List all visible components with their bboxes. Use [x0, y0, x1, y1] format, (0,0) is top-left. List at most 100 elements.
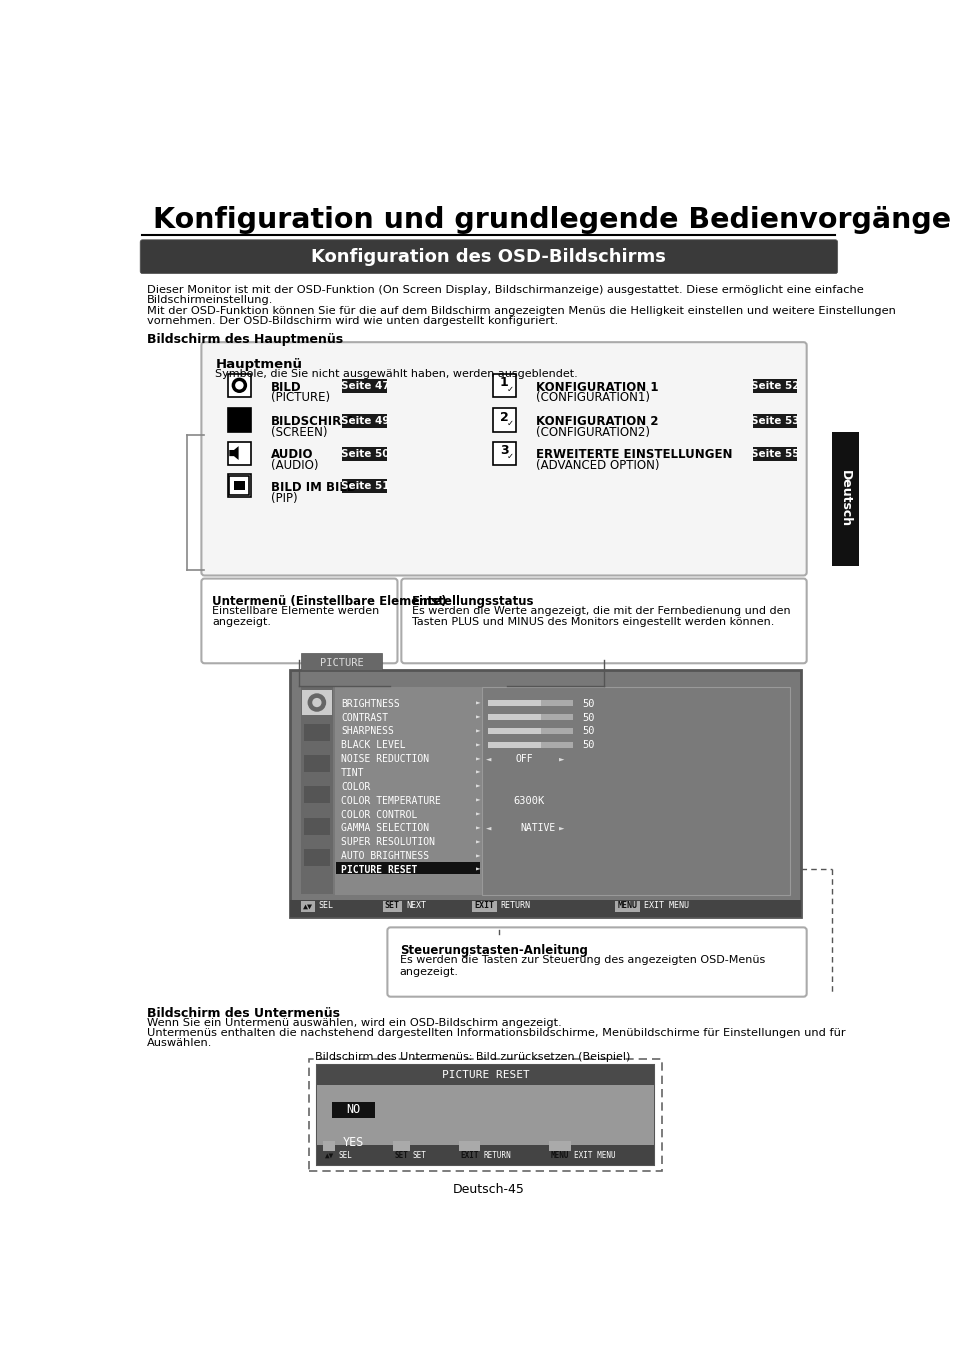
Text: ►: ►	[476, 768, 480, 778]
Text: SHARPNESS: SHARPNESS	[340, 726, 394, 736]
Text: 50: 50	[582, 726, 595, 736]
Bar	[493, 374, 516, 397]
Text: NEXT: NEXT	[406, 902, 426, 910]
Bar	[488, 701, 573, 706]
Text: 1: 1	[499, 377, 508, 390]
Bar	[458, 1141, 480, 1150]
Bar	[335, 861, 480, 875]
Text: KONFIGURATION 1: KONFIGURATION 1	[536, 381, 658, 394]
Text: Seite 55: Seite 55	[750, 448, 799, 459]
Text: EXIT: EXIT	[459, 1150, 478, 1160]
Text: ►: ►	[558, 824, 564, 833]
Bar	[316, 1065, 654, 1165]
Text: SET: SET	[384, 902, 399, 910]
Bar	[316, 1145, 654, 1165]
Bar	[303, 786, 330, 803]
Text: ✓: ✓	[507, 420, 514, 428]
Text: SET: SET	[394, 1150, 408, 1160]
Text: Auswählen.: Auswählen.	[147, 1038, 213, 1048]
Bar	[488, 728, 540, 734]
Text: (AUDIO): (AUDIO)	[271, 459, 318, 472]
Bar	[332, 1102, 375, 1118]
Bar	[303, 849, 330, 865]
Circle shape	[232, 378, 247, 393]
Bar	[228, 441, 251, 464]
Bar	[493, 441, 516, 464]
Text: Wenn Sie ein Untermenü auswählen, wird ein OSD-Bildschirm angezeigt.: Wenn Sie ein Untermenü auswählen, wird e…	[147, 1018, 561, 1029]
Text: Konfiguration des OSD-Bildschirms: Konfiguration des OSD-Bildschirms	[312, 247, 665, 266]
Text: EXIT MENU: EXIT MENU	[574, 1150, 615, 1160]
Text: ✓: ✓	[507, 452, 514, 462]
Polygon shape	[229, 446, 238, 460]
Text: AUTO BRIGHTNESS: AUTO BRIGHTNESS	[340, 850, 429, 861]
Text: Einstellbare Elemente werden: Einstellbare Elemente werden	[212, 606, 379, 617]
Bar	[229, 477, 249, 494]
Bar	[488, 714, 540, 721]
Text: Bildschirm des Untermenüs: Bildschirm des Untermenüs	[147, 1007, 340, 1021]
Bar	[303, 755, 330, 772]
Text: BRIGHTNESS: BRIGHTNESS	[340, 699, 399, 709]
Circle shape	[234, 381, 243, 390]
Bar	[302, 690, 332, 716]
Text: PICTURE: PICTURE	[319, 657, 363, 667]
Text: Symbole, die Sie nicht ausgewählt haben, werden ausgeblendet.: Symbole, die Sie nicht ausgewählt haben,…	[215, 369, 578, 379]
Text: Seite 52: Seite 52	[750, 381, 799, 392]
Text: EXIT MENU: EXIT MENU	[643, 902, 688, 910]
Text: Untermenü (Einstellbare Elemente): Untermenü (Einstellbare Elemente)	[212, 595, 446, 608]
Bar	[382, 902, 402, 913]
Text: YES: YES	[342, 1135, 364, 1149]
Bar	[342, 379, 387, 393]
Text: Untermenüs enthalten die nachstehend dargestellten Informationsbildschirme, Menü: Untermenüs enthalten die nachstehend dar…	[147, 1029, 845, 1038]
Text: ERWEITERTE EINSTELLUNGEN: ERWEITERTE EINSTELLUNGEN	[536, 448, 732, 462]
Text: TINT: TINT	[340, 768, 364, 778]
Bar	[309, 1058, 661, 1170]
Text: EXIT: EXIT	[474, 902, 494, 910]
Text: PICTURE RESET: PICTURE RESET	[340, 865, 416, 875]
Text: ►: ►	[476, 755, 480, 763]
Text: ►: ►	[476, 824, 480, 833]
FancyBboxPatch shape	[401, 579, 806, 663]
Text: ✓: ✓	[507, 385, 514, 394]
Bar	[290, 670, 801, 917]
Text: 2: 2	[499, 412, 508, 424]
Bar	[831, 432, 858, 566]
Text: ▲▼: ▲▼	[302, 902, 313, 910]
FancyBboxPatch shape	[201, 579, 397, 663]
Text: 50: 50	[582, 699, 595, 709]
FancyBboxPatch shape	[140, 240, 837, 274]
Text: 50: 50	[582, 740, 595, 751]
Bar	[323, 1141, 335, 1150]
Text: SEL: SEL	[318, 902, 334, 910]
Text: PICTURE RESET: PICTURE RESET	[441, 1071, 529, 1080]
Text: Hauptmenü: Hauptmenü	[215, 358, 302, 371]
Text: Deutsch-45: Deutsch-45	[453, 1184, 524, 1196]
Bar	[316, 1065, 654, 1085]
Text: Seite 49: Seite 49	[340, 416, 389, 425]
Text: BILDSCHIRM: BILDSCHIRM	[271, 416, 354, 428]
Bar	[488, 741, 573, 748]
Text: OFF: OFF	[516, 755, 533, 764]
Text: ►: ►	[476, 782, 480, 791]
FancyBboxPatch shape	[387, 927, 806, 996]
Bar	[549, 1141, 571, 1150]
Bar	[290, 899, 801, 917]
Bar	[300, 687, 333, 894]
Text: Es werden die Tasten zur Steuerung des angezeigten OSD-Menüs: Es werden die Tasten zur Steuerung des a…	[399, 954, 764, 965]
Text: Bildschirm des Untermenüs: Bild zurücksetzen (Beispiel): Bildschirm des Untermenüs: Bild zurückse…	[314, 1052, 629, 1062]
Text: AUDIO: AUDIO	[271, 448, 314, 462]
Text: (CONFIGURATION1): (CONFIGURATION1)	[536, 392, 650, 405]
Bar	[393, 1141, 410, 1150]
Text: ►: ►	[476, 740, 480, 749]
Text: ►: ►	[476, 850, 480, 860]
Text: RETURN: RETURN	[500, 902, 530, 910]
Text: ►: ►	[476, 810, 480, 818]
Text: COLOR: COLOR	[340, 782, 370, 792]
Text: Seite 47: Seite 47	[340, 381, 389, 392]
Text: MENU: MENU	[551, 1150, 569, 1160]
Text: Mit der OSD-Funktion können Sie für die auf dem Bildschirm angezeigten Menüs die: Mit der OSD-Funktion können Sie für die …	[147, 306, 895, 316]
Circle shape	[312, 698, 321, 707]
Bar	[335, 687, 790, 895]
Text: (PIP): (PIP)	[271, 491, 297, 505]
Bar	[488, 701, 540, 706]
Text: RETURN: RETURN	[483, 1150, 511, 1160]
